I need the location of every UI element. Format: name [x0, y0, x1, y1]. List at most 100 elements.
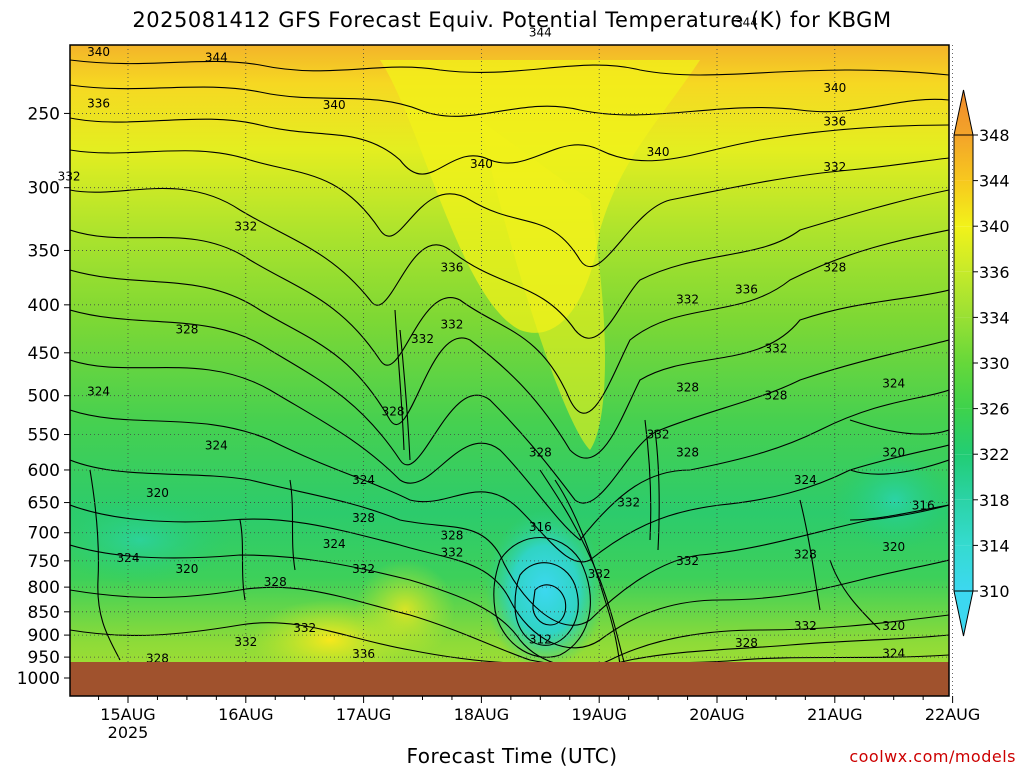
- colorbar-top-arrow: [953, 89, 974, 136]
- contour-label: 332: [293, 621, 316, 635]
- x-axis-title: Forecast Time (UTC): [406, 744, 618, 768]
- contour-label: 328: [264, 575, 287, 589]
- y-tick-label: 550: [28, 426, 60, 446]
- contour-label: 332: [764, 341, 787, 355]
- contour-label: 332: [440, 318, 463, 332]
- contour-label: 332: [794, 619, 817, 633]
- y-tick-label: 650: [28, 494, 60, 514]
- contour-label: 340: [823, 81, 846, 95]
- contour-label: 320: [882, 446, 905, 460]
- contour-lines: [70, 59, 949, 668]
- contour-label: 328: [529, 446, 552, 460]
- x-tick-year: 2025: [108, 723, 149, 742]
- contour-label: 332: [588, 567, 611, 581]
- grid-lines: [70, 45, 953, 696]
- contour-label: 324: [882, 376, 905, 390]
- y-axis: 250 300 350 400 450 500 550 600 650 700 750 800 850 9…: [17, 104, 70, 689]
- y-tick-label: 950: [28, 648, 60, 668]
- contour-label: 336: [352, 647, 375, 661]
- y-tick-label: 900: [28, 626, 60, 646]
- contour-label: 340: [647, 145, 670, 159]
- contour-label: 328: [735, 636, 758, 650]
- colorbar-label: 314: [979, 536, 1010, 555]
- contour-label: 328: [823, 261, 846, 275]
- x-tick-label: 21AUG: [807, 705, 862, 724]
- contour-label: 316: [912, 499, 935, 513]
- contour-label: 336: [87, 97, 110, 111]
- y-tick-label: 450: [28, 344, 60, 364]
- colorbar-segment: [954, 135, 973, 181]
- contour-label: 332: [440, 546, 463, 560]
- colorbar-label: 322: [979, 445, 1010, 464]
- colorbar-label: 340: [979, 217, 1010, 236]
- colorbar-label: 344: [979, 172, 1010, 191]
- colorbar-label: 318: [979, 491, 1010, 510]
- x-tick-label: 17AUG: [336, 705, 391, 724]
- colorbar-label: 326: [979, 400, 1010, 419]
- contour-label: 344: [735, 16, 758, 30]
- x-tick-label: 18AUG: [454, 705, 509, 724]
- contour-label: 328: [382, 405, 405, 419]
- colorbar-segment: [954, 226, 973, 272]
- y-tick-label: 850: [28, 603, 60, 623]
- contour-label: 316: [529, 520, 552, 534]
- contour-label: 340: [323, 98, 346, 112]
- contour-label: 324: [87, 385, 110, 399]
- y-tick-label: 350: [28, 241, 60, 261]
- y-tick-label: 400: [28, 296, 60, 316]
- plot-frame: [69, 44, 950, 697]
- contour-label: 328: [676, 446, 699, 460]
- y-tick-label: 1000: [17, 669, 60, 689]
- contour-label: 320: [882, 540, 905, 554]
- contour-label: 320: [146, 486, 169, 500]
- colorbar-label: 310: [979, 582, 1010, 601]
- x-tick-label: 20AUG: [689, 705, 744, 724]
- colorbar-segment: [954, 408, 973, 455]
- contour-label: 324: [794, 473, 817, 487]
- contour-label: 324: [352, 473, 375, 487]
- contour-label: 332: [352, 562, 375, 576]
- contour-label: 328: [440, 529, 463, 543]
- contour-label: 320: [882, 619, 905, 633]
- colorbar-segment: [954, 363, 973, 409]
- contour-label: 332: [234, 219, 257, 233]
- colorbar-label: 336: [979, 263, 1010, 282]
- colorbar-segment: [954, 180, 973, 227]
- contour-label: 340: [470, 157, 493, 171]
- contour-label: 328: [146, 651, 169, 665]
- contour-label: 344: [205, 51, 228, 65]
- colorbar-segment: [954, 545, 973, 591]
- contour-label: 320: [175, 562, 198, 576]
- colorbar-segment: [954, 317, 973, 363]
- colorbar-segment: [954, 499, 973, 546]
- x-axis: 15AUG 16AUG 17AUG 18AUG 19AUG 20AUG 21AUG 22AUG…: [98, 696, 980, 742]
- contour-label: 340: [87, 45, 110, 59]
- colorbar-bottom-arrow: [953, 590, 974, 637]
- contour-label: 332: [58, 170, 81, 184]
- contour-label: 324: [117, 551, 140, 565]
- colorbar: 348 344 340 336 334 330 326 322 318 314 310: [953, 89, 1010, 637]
- contour-label: 324: [882, 647, 905, 661]
- ground-mask: [70, 662, 949, 696]
- x-tick-label: 19AUG: [571, 705, 626, 724]
- contour-label: 336: [440, 261, 463, 275]
- contour-label: 332: [823, 160, 846, 174]
- colorbar-segment: [954, 271, 973, 318]
- y-tick-label: 500: [28, 387, 60, 407]
- chart-title: 2025081412 GFS Forecast Equiv. Potential…: [132, 8, 892, 32]
- theta-e-field: [70, 45, 949, 695]
- colorbar-label: 330: [979, 354, 1010, 373]
- contour-label: 312: [529, 633, 552, 647]
- contour-label: 332: [617, 496, 640, 510]
- contour-label: 344: [529, 26, 552, 40]
- x-tick-label: 16AUG: [218, 705, 273, 724]
- x-tick-label: 22AUG: [925, 705, 980, 724]
- y-tick-label: 700: [28, 524, 60, 544]
- contour-label: 328: [676, 380, 699, 394]
- contour-label: 332: [411, 332, 434, 346]
- contour-label: 328: [794, 547, 817, 561]
- y-tick-label: 250: [28, 104, 60, 124]
- y-tick-label: 750: [28, 552, 60, 572]
- y-tick-label: 600: [28, 461, 60, 481]
